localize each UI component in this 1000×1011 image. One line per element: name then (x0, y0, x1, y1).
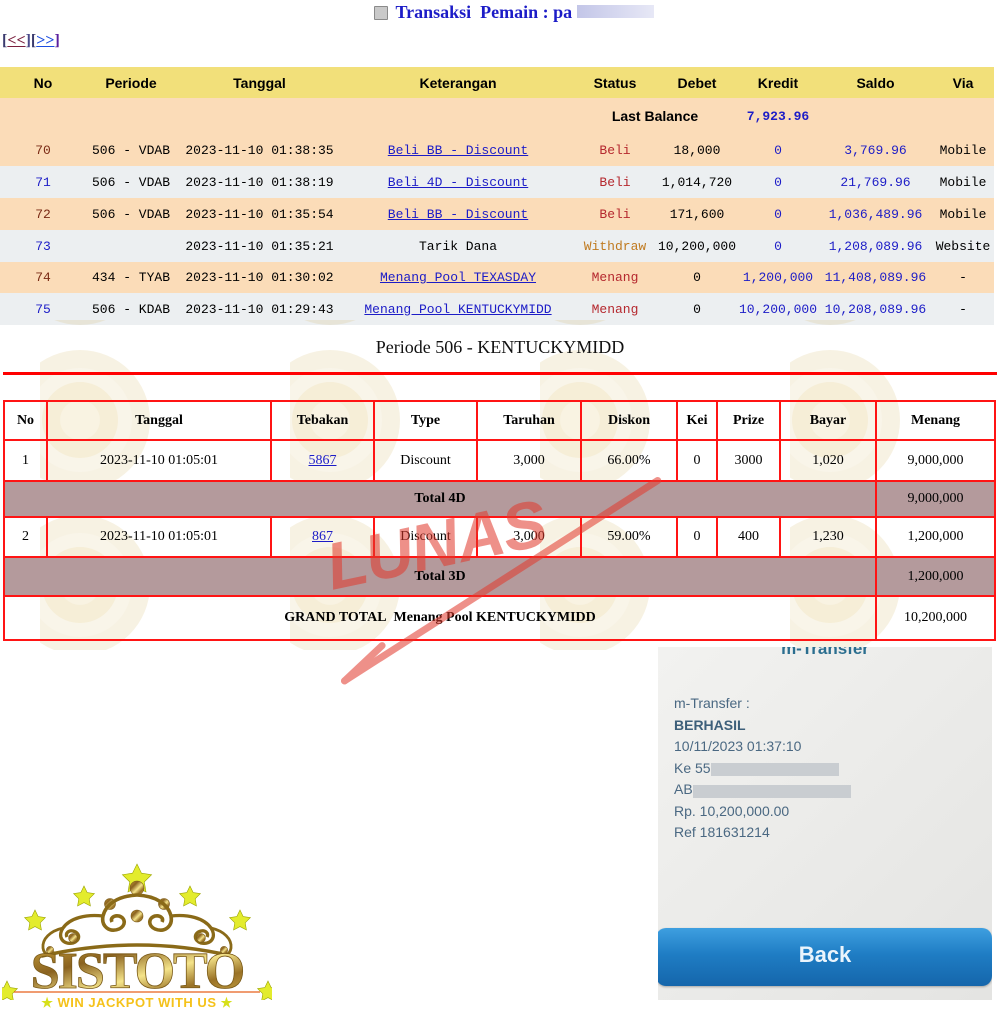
svg-text:LUNAS: LUNAS (320, 485, 554, 604)
